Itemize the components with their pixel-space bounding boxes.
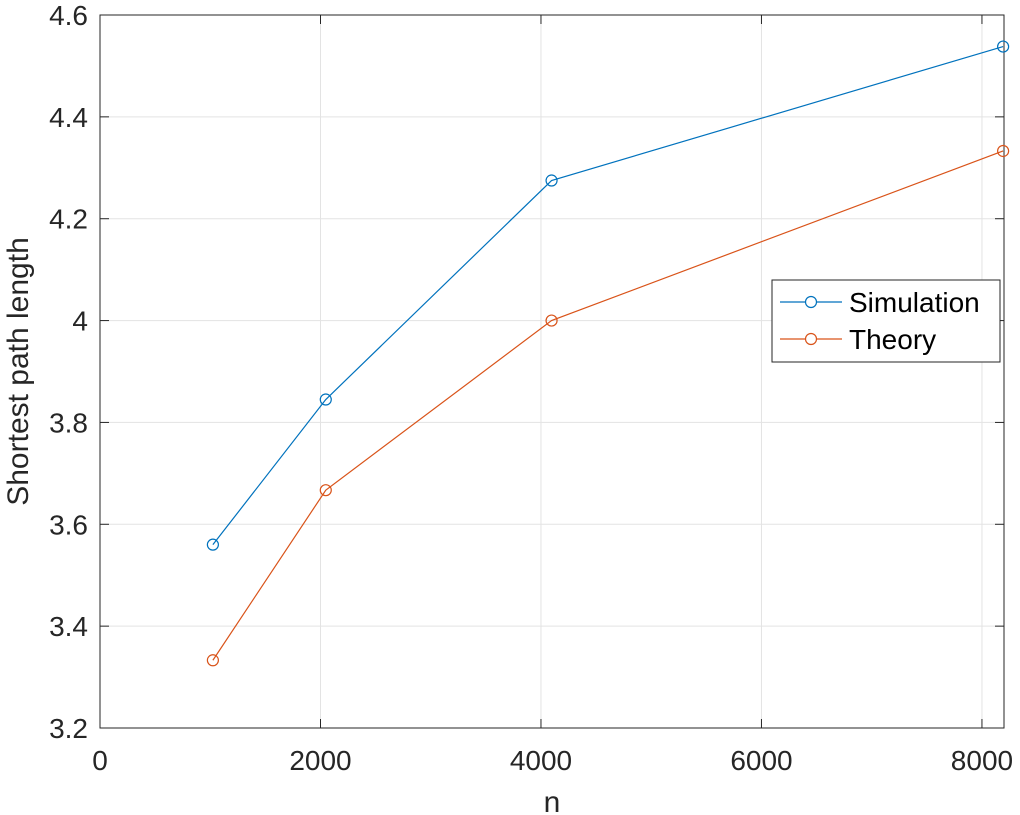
data-point <box>319 393 332 406</box>
y-tick-label: 4 <box>72 306 88 337</box>
data-point <box>997 40 1010 53</box>
data-point <box>545 174 558 187</box>
plot-area <box>99 14 1005 729</box>
data-point <box>319 484 332 497</box>
y-tick-label: 3.4 <box>49 611 88 642</box>
y-tick-label: 3.2 <box>49 713 88 744</box>
x-tick-label: 8000 <box>951 745 1013 776</box>
series-line <box>212 150 1004 661</box>
x-tick-label: 4000 <box>510 745 572 776</box>
axis-ticks: 0 2000 4000 6000 8000 3.2 3.4 3.6 3.8 4 4.2 4.4 4.6 <box>49 0 1013 776</box>
legend-marker <box>804 295 818 309</box>
data-point <box>206 538 219 551</box>
y-tick-label: 4.2 <box>49 204 88 235</box>
legend: Simulation Theory <box>771 279 1001 363</box>
legend-box <box>771 279 1001 363</box>
data-point <box>545 314 558 327</box>
y-tick-label: 3.6 <box>49 509 88 540</box>
legend-marker <box>804 332 818 346</box>
x-axis-label: n <box>544 786 561 815</box>
data-point <box>206 654 219 667</box>
series-group <box>206 40 1010 667</box>
y-tick-label: 4.4 <box>49 102 88 133</box>
x-tick-label: 2000 <box>289 745 351 776</box>
x-tick-label: 0 <box>92 745 108 776</box>
grid <box>99 14 1004 729</box>
y-axis-label: Shortest path length <box>2 237 35 506</box>
legend-label: Simulation <box>849 287 980 318</box>
series-line <box>212 46 1004 546</box>
y-tick-label: 4.6 <box>49 0 88 31</box>
legend-label: Theory <box>849 324 936 355</box>
data-point <box>997 144 1010 158</box>
y-tick-label: 3.8 <box>49 407 88 438</box>
x-tick-label: 6000 <box>730 745 792 776</box>
